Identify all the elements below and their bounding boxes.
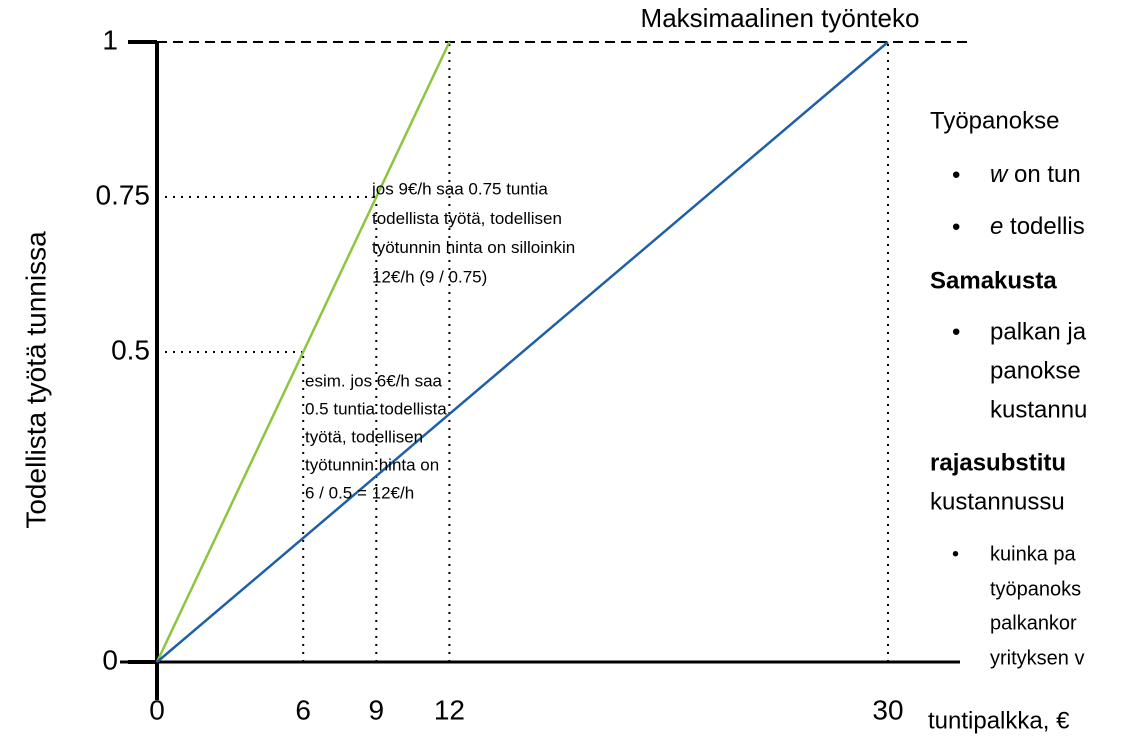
side-heading: rajasubstitu xyxy=(930,449,1066,476)
x-axis-label: tuntipalkka, € xyxy=(928,707,1070,734)
var: e xyxy=(990,213,1003,240)
bullet: • xyxy=(952,318,960,345)
series-line xyxy=(156,41,889,663)
annotation: esim. jos 6€/h saa xyxy=(305,371,443,390)
y-tick-label: 1 xyxy=(102,24,118,55)
side-intro: Työpanokse xyxy=(930,107,1059,134)
var: w xyxy=(990,161,1009,188)
text: todellis xyxy=(1003,213,1084,240)
annotation: 12€/h (9 / 0.75) xyxy=(372,267,487,286)
bullet: • xyxy=(952,543,959,565)
annotation: 0.5 tuntia todellista xyxy=(305,399,447,418)
annotation: todellista työtä, todellisen xyxy=(372,209,562,228)
side-line: panokse xyxy=(990,357,1081,384)
x-tick-label: 30 xyxy=(872,694,903,725)
side-line: kustannu xyxy=(990,396,1087,423)
side-heading: Samakusta xyxy=(930,267,1057,294)
x-tick-label: 9 xyxy=(369,694,385,725)
y-tick-label: 0 xyxy=(102,644,118,675)
side-bullet: w on tun xyxy=(990,161,1081,188)
side-line: kuinka pa xyxy=(990,543,1076,565)
side-bullet: e todellis xyxy=(990,213,1085,240)
annotation: työtä, todellisen xyxy=(305,427,423,446)
annotation: jos 9€/h saa 0.75 tuntia xyxy=(371,179,548,198)
x-tick-label: 6 xyxy=(295,694,311,725)
side-line: yrityksen v xyxy=(990,647,1084,669)
annotation: työtunnin hinta on silloinkin xyxy=(372,238,575,257)
side-text: Työpanokse • w on tun • e todellis Samak… xyxy=(930,107,1087,669)
side-line: palkan ja xyxy=(990,318,1087,345)
text: on tun xyxy=(1007,161,1080,188)
y-axis-label: Todellista työtä tunnissa xyxy=(20,231,51,529)
series-line xyxy=(155,41,451,663)
annotation: työtunnin hinta on xyxy=(305,455,439,474)
bullet: • xyxy=(952,161,960,188)
annotation: 6 / 0.5 = 12€/h xyxy=(305,483,414,502)
max-label: Maksimaalinen työnteko xyxy=(641,3,920,33)
side-line: kustannussu xyxy=(930,488,1065,515)
side-line: palkankor xyxy=(990,612,1077,634)
y-tick-label: 0.75 xyxy=(96,179,151,210)
bullet: • xyxy=(952,213,960,240)
x-tick-label: 0 xyxy=(149,694,165,725)
y-tick-label: 0.5 xyxy=(111,334,150,365)
x-tick-label: 12 xyxy=(434,694,465,725)
side-line: työpanoks xyxy=(990,578,1081,600)
